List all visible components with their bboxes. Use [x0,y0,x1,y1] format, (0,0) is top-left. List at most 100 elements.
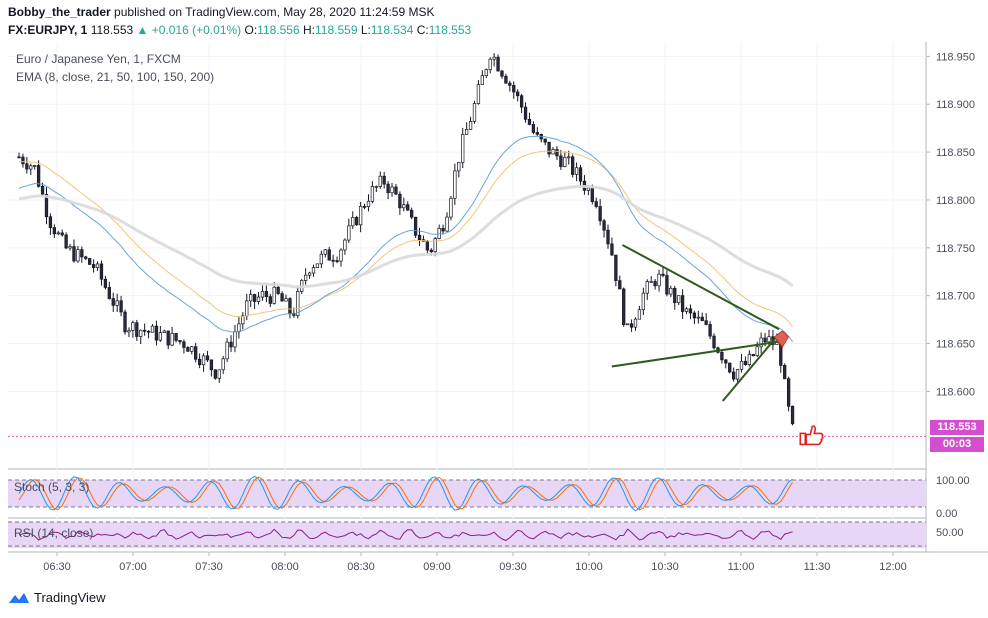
candle-body [645,281,649,294]
candle-body [323,249,327,255]
instrument-legend[interactable]: Euro / Japanese Yen, 1, FXCM [16,52,181,66]
stoch-legend[interactable]: Stoch (5, 3, 3) [14,480,90,494]
candle-body [237,323,241,333]
candle-body [747,354,752,366]
candle-body [60,232,64,236]
candle-body [417,234,422,241]
candle-body [268,296,272,304]
candle-body [786,378,791,407]
candle-body [500,70,504,77]
high-value: 118.559 [315,23,358,37]
candle-body [433,238,437,253]
candle-body [264,291,269,298]
candle-body [767,336,771,343]
candle-body [150,325,155,333]
candle-body [665,275,669,295]
candle-body [735,369,740,380]
candle-body [402,204,406,209]
candle-body [48,216,53,228]
candle-body [99,263,104,280]
candle-body [704,320,708,325]
candle-body [790,405,795,425]
candle-body [154,325,159,341]
x-tick-label: 09:00 [423,561,451,573]
candle-body [72,246,76,262]
candle-body [158,332,163,341]
candle-body [382,175,386,185]
candle-body [571,156,575,175]
candle-body [111,298,115,306]
candle-body [622,288,626,325]
candle-body [574,167,579,175]
breakdown-arrow-icon [773,330,790,348]
candle-body [543,138,547,143]
candle-body [508,82,512,86]
candle-body [303,274,308,281]
candle-body [563,156,567,167]
candle-body [743,360,748,366]
candle-body [68,246,72,249]
candle-body [732,371,736,380]
author-name[interactable]: Bobby_the_trader [8,5,111,19]
y-tick-label: 118.850 [936,147,975,159]
stoch-tick-label: 100.00 [936,475,970,487]
candle-body [413,216,418,236]
candle-body [468,121,473,130]
candle-body [783,365,787,380]
candle-body [374,186,378,188]
candle-body [95,263,100,268]
candle-body [335,260,339,262]
ema-line-fast [18,135,793,343]
candle-body [307,272,312,276]
candle-body [378,175,382,187]
y-tick-label: 118.800 [936,195,975,207]
candle-body [386,183,390,194]
candle-body [578,167,583,182]
candle-body [146,330,151,333]
candle-body [398,193,402,209]
y-tick-label: 118.750 [936,243,975,255]
candle-body [166,330,170,346]
candle-body [296,291,300,316]
candle-body [370,186,375,202]
candle-body [590,187,594,202]
rsi-legend[interactable]: RSI (14, close) [14,526,94,540]
publish-info: Bobby_the_trader published on TradingVie… [8,5,434,19]
x-tick-label: 12:00 [879,561,907,573]
y-tick-label: 118.600 [936,386,975,398]
candle-body [209,359,214,371]
y-tick-label: 118.700 [936,291,975,303]
candle-body [178,340,182,343]
candle-body [531,124,536,133]
x-tick-label: 06:30 [43,561,71,573]
candle-body [461,134,465,163]
candle-body [637,309,642,320]
candle-body [551,149,555,155]
symbol-name[interactable]: FX:EURJPY, 1 [8,23,88,37]
countdown-badge: 00:03 [930,437,984,452]
y-tick-label: 118.950 [936,51,975,63]
tradingview-logo-icon [9,592,29,603]
tradingview-footer[interactable]: TradingView [8,590,106,605]
triangle-lower-line [611,340,780,368]
candle-body [351,217,355,227]
candle-body [186,347,190,352]
candle-body [696,316,700,319]
candle-body [331,259,335,262]
candle-body [673,287,677,304]
open-label: O: [244,23,258,37]
candle-body [162,330,166,334]
candle-body [327,249,331,261]
candle-body [712,335,716,349]
candle-body [40,186,45,195]
candle-body [449,197,453,218]
candle-body [33,165,37,167]
candle-body [728,362,732,373]
ema-legend[interactable]: EMA (8, close, 21, 50, 100, 150, 200) [16,70,215,84]
candle-body [201,355,206,366]
candle-body [523,106,528,120]
candle-body [44,194,49,218]
candle-body [708,324,712,337]
candle-body [527,118,532,125]
